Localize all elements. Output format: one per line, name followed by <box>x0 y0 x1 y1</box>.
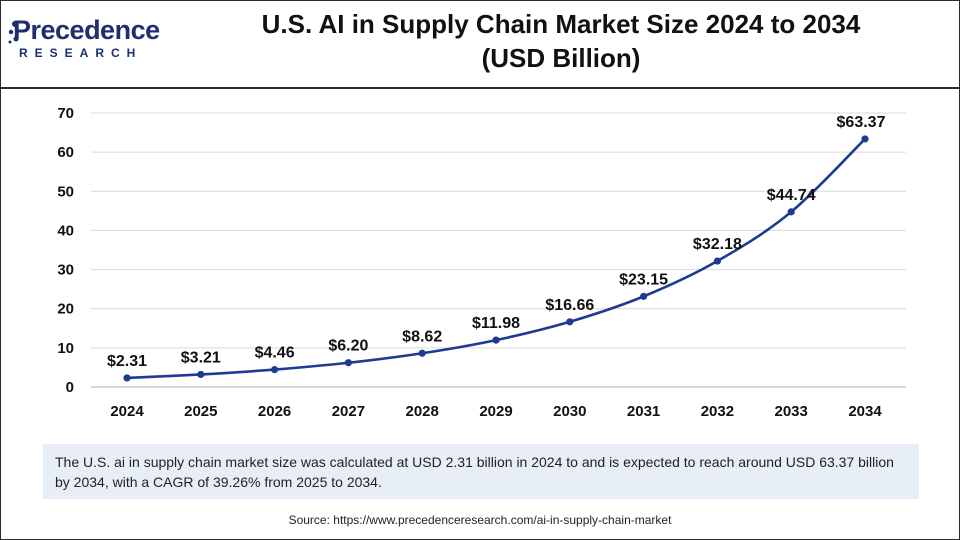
data-label: $6.20 <box>328 338 368 355</box>
header-divider <box>1 87 959 89</box>
data-label: $3.21 <box>181 349 221 366</box>
series-layer <box>123 135 869 382</box>
data-label: $32.18 <box>693 236 742 253</box>
x-tick-label: 2032 <box>701 403 734 420</box>
y-tick-label: 70 <box>57 105 74 122</box>
x-tick-label: 2025 <box>184 403 217 420</box>
series-line <box>126 138 866 380</box>
x-tick-label: 2027 <box>332 403 365 420</box>
chart-title-line-2: (USD Billion) <box>481 43 641 73</box>
brand-logo: Precedence RESEARCH <box>8 15 173 65</box>
data-labels: $2.31 $3.21 $4.46 $6.20 $8.62 $11.98 $16.66 $23… <box>107 114 886 370</box>
x-tick-label: 2029 <box>479 403 512 420</box>
header: Precedence RESEARCH U.S. AI in Supply Ch… <box>1 1 959 87</box>
data-point <box>492 336 500 344</box>
x-tick-label: 2033 <box>775 403 808 420</box>
x-tick-label: 2024 <box>110 403 144 420</box>
data-point <box>787 208 795 216</box>
y-tick-label: 60 <box>57 144 74 161</box>
x-tick-label: 2026 <box>258 403 291 420</box>
brand-name: Precedence <box>13 15 160 45</box>
y-tick-label: 0 <box>66 379 74 396</box>
data-label: $4.46 <box>255 345 295 362</box>
data-label: $44.74 <box>767 187 816 204</box>
y-tick-label: 40 <box>57 222 74 239</box>
data-label: $63.37 <box>837 114 886 131</box>
data-point <box>418 349 426 357</box>
x-tick-label: 2030 <box>553 403 586 420</box>
brand-subtitle: RESEARCH <box>19 46 143 60</box>
data-point <box>197 370 205 379</box>
data-label: $16.66 <box>545 297 594 314</box>
data-point <box>640 292 648 300</box>
y-tick-label: 30 <box>57 262 74 279</box>
y-tick-label: 20 <box>57 301 74 318</box>
x-tick-label: 2028 <box>406 403 439 420</box>
data-point <box>861 135 869 143</box>
source-note: Source: https://www.precedenceresearch.c… <box>288 513 672 527</box>
data-label: $8.62 <box>402 328 442 345</box>
summary-box: The U.S. ai in supply chain market size … <box>43 444 919 499</box>
logo-mark-icon <box>8 21 19 44</box>
x-tick-label: 2031 <box>627 403 660 420</box>
grid-lines <box>91 112 906 349</box>
data-point <box>344 359 352 367</box>
y-axis: 0 10 20 30 40 50 60 70 <box>57 105 74 396</box>
y-tick-label: 10 <box>57 340 74 357</box>
data-point <box>123 374 131 382</box>
data-point <box>566 318 574 326</box>
data-point <box>713 257 722 265</box>
data-label: $11.98 <box>472 315 520 332</box>
x-tick-label: 2034 <box>848 403 882 420</box>
chart-title: U.S. AI in Supply Chain Market Size 2024… <box>181 7 941 75</box>
data-point <box>271 365 279 374</box>
data-label: $2.31 <box>107 353 147 370</box>
y-tick-label: 50 <box>57 183 74 200</box>
x-axis: 2024 2025 2026 2027 2028 2029 2030 2031 2032 2033… <box>91 386 906 420</box>
data-label: $23.15 <box>619 271 668 288</box>
summary-text: The U.S. ai in supply chain market size … <box>55 454 894 490</box>
chart-title-line-1: U.S. AI in Supply Chain Market Size 2024… <box>261 9 861 39</box>
